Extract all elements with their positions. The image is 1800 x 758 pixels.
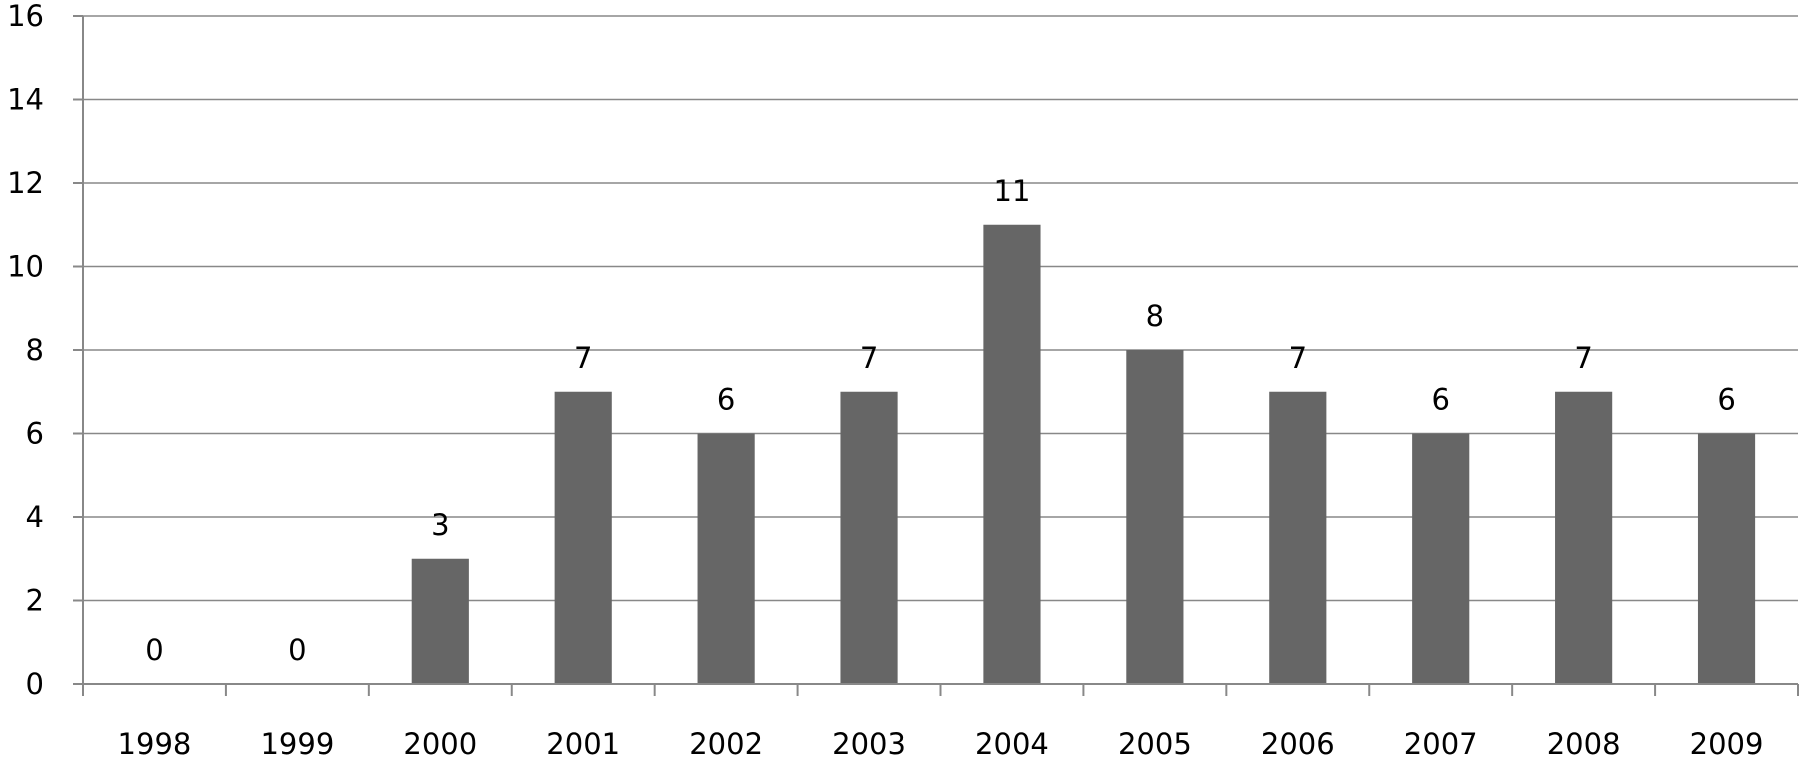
bar bbox=[983, 224, 1041, 684]
data-label: 7 bbox=[1289, 341, 1307, 375]
bar bbox=[697, 433, 755, 684]
data-labels: 0 0 3 7 6 7 11 8 7 6 7 6 bbox=[145, 174, 1736, 667]
bar bbox=[1126, 350, 1184, 684]
y-axis: 0 2 4 6 8 10 12 14 16 bbox=[7, 0, 84, 701]
y-tick-label: 2 bbox=[26, 584, 44, 618]
y-tick-label: 8 bbox=[26, 333, 44, 367]
data-label: 8 bbox=[1146, 299, 1164, 333]
bar bbox=[1412, 433, 1470, 684]
x-tick-label: 2003 bbox=[832, 727, 906, 758]
y-tick-label: 4 bbox=[26, 500, 44, 534]
x-tick-label: 2004 bbox=[975, 727, 1049, 758]
bar bbox=[1697, 433, 1756, 684]
x-tick-label: 2008 bbox=[1547, 727, 1621, 758]
bar bbox=[1555, 391, 1613, 684]
bar bbox=[554, 391, 612, 684]
y-tick-label: 6 bbox=[26, 417, 44, 451]
y-tick-label: 10 bbox=[7, 250, 44, 284]
data-label: 0 bbox=[145, 633, 163, 667]
bar bbox=[840, 391, 898, 684]
x-tick-label: 1998 bbox=[118, 727, 192, 758]
bars bbox=[411, 224, 1756, 684]
data-label: 6 bbox=[1717, 383, 1735, 417]
gridlines bbox=[83, 15, 1798, 602]
y-tick-label: 0 bbox=[26, 667, 44, 701]
data-label: 7 bbox=[1574, 341, 1592, 375]
data-label: 7 bbox=[860, 341, 878, 375]
x-tick-label: 2005 bbox=[1118, 727, 1192, 758]
x-tick-label: 2001 bbox=[546, 727, 620, 758]
y-tick-label: 12 bbox=[7, 166, 44, 200]
data-label: 11 bbox=[994, 174, 1031, 208]
data-label: 7 bbox=[574, 341, 592, 375]
bar bbox=[1269, 391, 1327, 684]
data-label: 6 bbox=[1431, 383, 1449, 417]
x-tick-label: 2002 bbox=[689, 727, 763, 758]
x-tick-label: 1999 bbox=[260, 727, 334, 758]
y-tick-label: 16 bbox=[7, 0, 44, 33]
bar bbox=[411, 558, 469, 684]
x-tick-label: 2007 bbox=[1404, 727, 1478, 758]
data-label: 3 bbox=[431, 508, 449, 542]
x-tick-label: 2009 bbox=[1690, 727, 1764, 758]
y-tick-label: 14 bbox=[7, 83, 44, 117]
x-axis: 1998 1999 2000 2001 2002 2003 2004 2005 2006 2007… bbox=[82, 683, 1799, 758]
x-tick-label: 2000 bbox=[403, 727, 477, 758]
data-label: 0 bbox=[288, 633, 306, 667]
data-label: 6 bbox=[717, 383, 735, 417]
x-tick-label: 2006 bbox=[1261, 727, 1335, 758]
